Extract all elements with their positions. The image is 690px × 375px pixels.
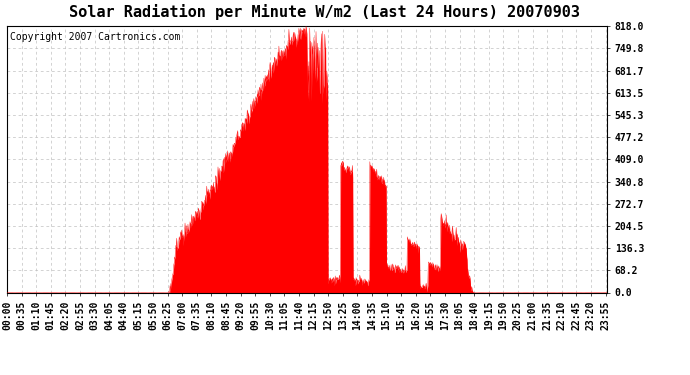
Text: Solar Radiation per Minute W/m2 (Last 24 Hours) 20070903: Solar Radiation per Minute W/m2 (Last 24… [69,4,580,20]
Text: Copyright 2007 Cartronics.com: Copyright 2007 Cartronics.com [10,32,180,42]
